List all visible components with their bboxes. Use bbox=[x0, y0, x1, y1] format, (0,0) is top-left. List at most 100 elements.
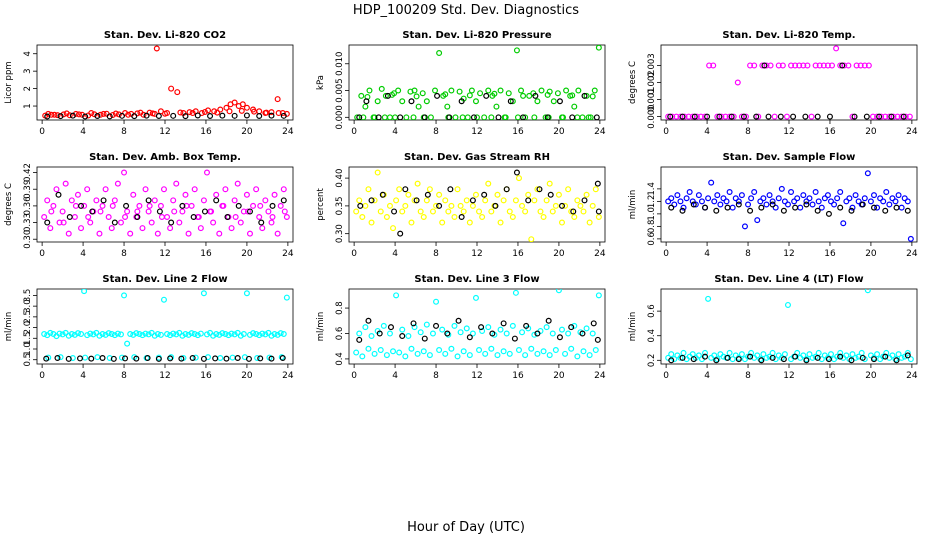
data-point-all bbox=[243, 191, 250, 198]
data-point-all bbox=[494, 352, 501, 359]
data-point-all bbox=[853, 62, 860, 69]
data-point-all bbox=[399, 326, 406, 333]
data-point-all bbox=[734, 79, 741, 86]
data-point-all bbox=[121, 292, 128, 299]
data-point-all bbox=[583, 92, 590, 99]
data-point-all bbox=[488, 345, 495, 352]
data-point-all bbox=[705, 195, 712, 202]
points-group bbox=[665, 170, 914, 242]
data-point-all bbox=[772, 204, 779, 211]
data-point-all bbox=[87, 330, 94, 337]
data-point-all bbox=[738, 192, 745, 199]
data-point-subset bbox=[478, 324, 485, 331]
data-point-subset bbox=[408, 98, 415, 105]
data-point-all bbox=[436, 191, 443, 198]
data-point-subset bbox=[590, 320, 597, 327]
data-point-all bbox=[454, 353, 461, 360]
data-point-all bbox=[726, 349, 733, 356]
data-point-all bbox=[766, 192, 773, 199]
data-point-subset bbox=[469, 197, 476, 204]
data-point-all bbox=[585, 114, 592, 120]
data-point-all bbox=[788, 62, 795, 69]
data-point-all bbox=[907, 235, 914, 242]
data-point-subset bbox=[110, 355, 117, 362]
data-point-subset bbox=[570, 208, 577, 215]
data-point-subset bbox=[679, 113, 686, 120]
data-point-subset bbox=[269, 202, 276, 209]
data-point-all bbox=[145, 208, 152, 215]
data-point-all bbox=[519, 329, 526, 336]
data-point-all bbox=[574, 197, 581, 204]
data-point-all bbox=[711, 198, 718, 205]
y-axis-label: kPa bbox=[316, 75, 326, 90]
x-tick-label: 24 bbox=[282, 127, 294, 137]
data-point-all bbox=[695, 192, 702, 199]
y-axis-label: ml/min bbox=[4, 312, 14, 342]
data-point-all bbox=[506, 208, 513, 215]
data-point-subset bbox=[747, 353, 754, 360]
data-point-all bbox=[892, 356, 899, 363]
data-point-all bbox=[168, 354, 175, 361]
data-point-subset bbox=[363, 98, 370, 105]
data-point-all bbox=[579, 114, 586, 120]
data-point-subset bbox=[780, 207, 787, 214]
data-point-all bbox=[354, 114, 361, 120]
data-point-all bbox=[722, 113, 729, 120]
data-point-all bbox=[552, 347, 559, 354]
data-point-all bbox=[365, 186, 372, 193]
data-point-subset bbox=[133, 355, 140, 362]
x-tick-label: 16 bbox=[512, 127, 524, 137]
data-point-all bbox=[898, 113, 905, 120]
data-point-all bbox=[791, 198, 798, 205]
data-point-subset bbox=[713, 357, 720, 364]
data-point-subset bbox=[446, 114, 453, 120]
data-point-all bbox=[63, 110, 70, 117]
data-point-all bbox=[874, 351, 881, 358]
data-point-all bbox=[673, 113, 680, 120]
data-point-all bbox=[763, 201, 770, 208]
data-point-all bbox=[246, 331, 253, 338]
data-point-all bbox=[537, 208, 544, 215]
x-tick-label: 24 bbox=[906, 249, 918, 259]
data-point-all bbox=[589, 202, 596, 209]
data-point-subset bbox=[848, 207, 855, 214]
data-point-all bbox=[87, 219, 94, 226]
data-point-all bbox=[274, 96, 281, 103]
data-point-all bbox=[546, 180, 553, 187]
data-point-subset bbox=[593, 114, 600, 120]
data-point-all bbox=[769, 349, 776, 356]
data-point-all bbox=[506, 350, 513, 357]
data-point-all bbox=[558, 219, 565, 226]
data-point-all bbox=[71, 331, 78, 338]
data-point-all bbox=[402, 202, 409, 209]
x-tick-label: 12 bbox=[159, 371, 170, 381]
y-tick-label: 1.0 bbox=[647, 207, 657, 221]
data-point-all bbox=[552, 202, 559, 209]
data-point-subset bbox=[399, 333, 406, 340]
data-point-all bbox=[448, 345, 455, 352]
data-point-all bbox=[216, 331, 223, 338]
data-point-all bbox=[201, 108, 208, 115]
data-point-subset bbox=[155, 112, 162, 119]
data-point-all bbox=[420, 214, 427, 221]
data-point-all bbox=[456, 88, 463, 95]
data-point-subset bbox=[704, 113, 711, 120]
data-point-all bbox=[818, 204, 825, 211]
data-point-all bbox=[164, 214, 171, 221]
y-tick-label: 3.5 bbox=[23, 289, 33, 303]
data-point-all bbox=[540, 348, 547, 355]
data-point-all bbox=[275, 110, 282, 117]
data-point-subset bbox=[384, 92, 391, 99]
data-point-subset bbox=[534, 330, 541, 337]
data-point-all bbox=[65, 230, 72, 237]
points-group bbox=[665, 45, 913, 120]
data-point-subset bbox=[758, 357, 765, 364]
data-point-all bbox=[837, 349, 844, 356]
data-point-all bbox=[137, 109, 144, 116]
data-point-all bbox=[176, 219, 183, 226]
data-point-all bbox=[907, 356, 914, 363]
y-tick-label: 0.6 bbox=[335, 327, 345, 341]
data-point-all bbox=[745, 353, 752, 360]
data-point-all bbox=[359, 353, 366, 360]
plot-frame bbox=[36, 288, 294, 365]
